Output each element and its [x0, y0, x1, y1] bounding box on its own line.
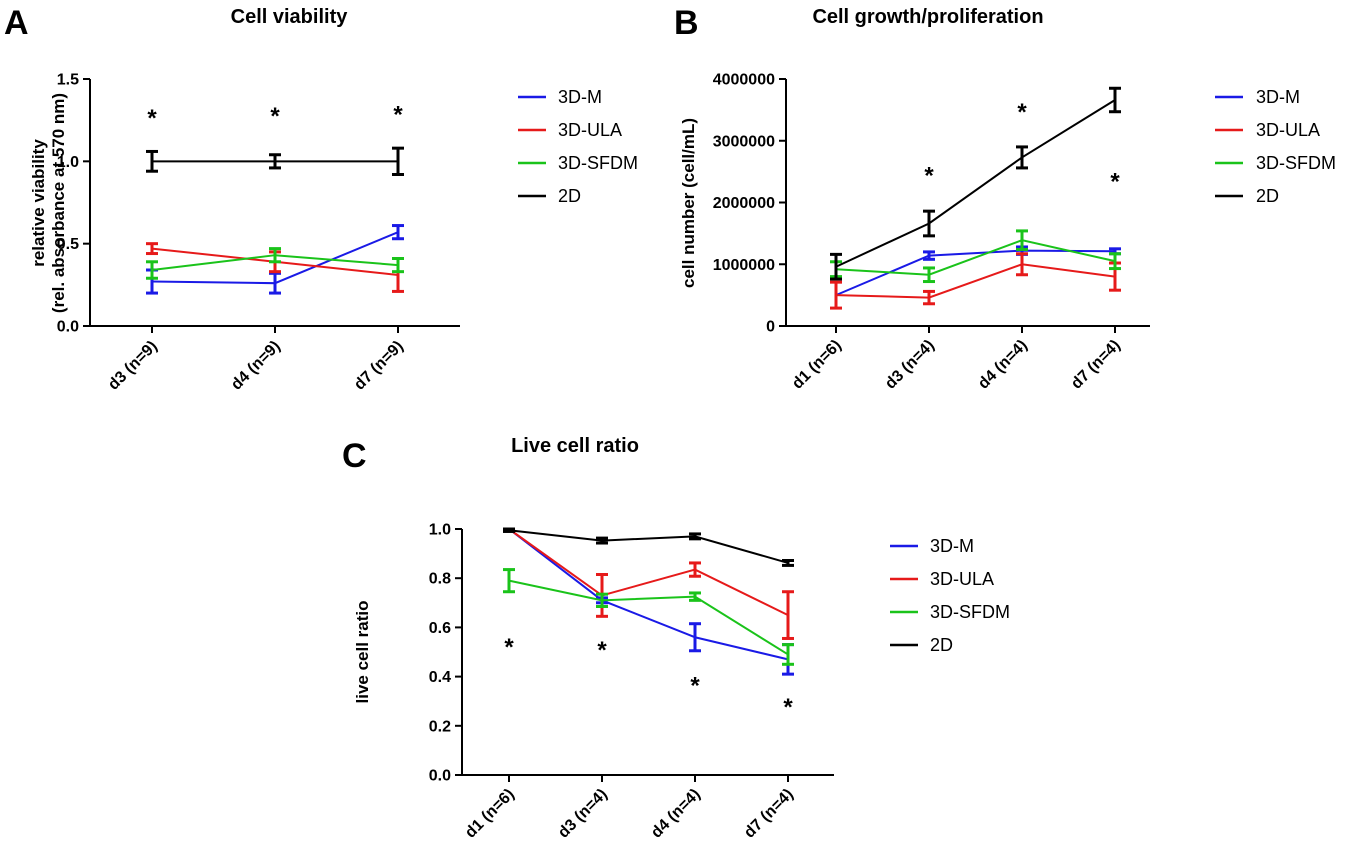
- y-axis-label-line: relative viability: [29, 139, 48, 267]
- legend-label: 2D: [1256, 186, 1279, 206]
- y-tick-label: 0.0: [57, 319, 79, 336]
- y-tick-label: 0.8: [429, 571, 451, 588]
- chart-panel-b: B Cell growth/proliferation cell number (c…: [674, 4, 1336, 393]
- series-line: [835, 99, 1116, 268]
- significance-asterisk: *: [597, 637, 607, 664]
- y-tick-label: 1.5: [57, 72, 79, 89]
- x-tick-label: d1 (n=6): [789, 337, 845, 393]
- panel-letter: B: [674, 4, 699, 42]
- series-line: [508, 528, 789, 661]
- legend-label: 3D-SFDM: [558, 153, 638, 173]
- chart-title: Cell viability: [231, 6, 349, 28]
- y-tick-label: 1.0: [57, 154, 79, 171]
- legend-label: 3D-SFDM: [1256, 153, 1336, 173]
- chart-panel-c: C Live cell ratio live cell ratio 0.0 0.2 0.4…: [342, 435, 1010, 842]
- series-3d-sfdm: [503, 568, 794, 666]
- significance-asterisk: *: [393, 102, 403, 129]
- significance-asterisk: *: [783, 694, 793, 721]
- legend: 3D-M 3D-ULA 3D-SFDM 2D: [890, 536, 1010, 655]
- series-3d-sfdm: [830, 229, 1121, 284]
- legend: 3D-M 3D-ULA 3D-SFDM 2D: [1215, 87, 1336, 206]
- legend-label: 3D-ULA: [930, 569, 994, 589]
- y-tick-label: 0.2: [429, 718, 451, 735]
- y-tick-label: 0.4: [429, 669, 451, 686]
- legend-label: 2D: [558, 186, 581, 206]
- x-tick-label: d7 (n=4): [1068, 337, 1124, 393]
- legend-label: 3D-M: [558, 87, 602, 107]
- significance-asterisk: *: [690, 672, 700, 699]
- y-tick-label: 3000000: [713, 133, 775, 150]
- series-3d-ula: [830, 252, 1121, 310]
- y-tick-label: 0.0: [429, 768, 451, 785]
- y-tick-label: 0: [766, 319, 775, 336]
- chart-title: Cell growth/proliferation: [812, 6, 1043, 28]
- series-line: [151, 231, 399, 285]
- series-line: [835, 239, 1116, 276]
- series-line: [508, 528, 789, 616]
- y-axis-label: live cell ratio: [353, 601, 372, 704]
- legend-label: 3D-M: [930, 536, 974, 556]
- x-tick-label: d7 (n=9): [351, 338, 407, 394]
- x-tick-label: d3 (n=4): [555, 786, 611, 842]
- series-3d-m: [508, 528, 794, 676]
- y-tick-label: 0.5: [57, 236, 79, 253]
- significance-asterisk: *: [147, 105, 157, 132]
- legend-label: 3D-ULA: [1256, 120, 1320, 140]
- chart-panel-a: A Cell viability relative viability(rel. a…: [4, 4, 638, 394]
- x-tick-label: d4 (n=9): [228, 338, 284, 394]
- x-tick-label: d1 (n=6): [462, 786, 518, 842]
- legend: 3D-M 3D-ULA 3D-SFDM 2D: [518, 87, 638, 206]
- y-axis-label-line: (rel. absorbance at 570 nm): [49, 93, 68, 313]
- chart-title: Live cell ratio: [511, 435, 639, 457]
- x-tick-label: d3 (n=4): [882, 337, 938, 393]
- significance-asterisk: *: [924, 163, 934, 190]
- series-3d-ula: [508, 528, 794, 640]
- legend-label: 3D-M: [1256, 87, 1300, 107]
- series-3d-m: [146, 224, 404, 295]
- series-line: [151, 254, 399, 272]
- series-2d: [503, 527, 794, 567]
- series-2d: [830, 86, 1121, 281]
- y-axis-label-line: live cell ratio: [353, 601, 372, 704]
- y-axis-label-line: cell number (cell/mL): [679, 118, 698, 288]
- series-3d-sfdm: [146, 247, 404, 280]
- series-line: [508, 529, 789, 564]
- x-tick-label: d3 (n=9): [105, 338, 161, 394]
- series-2d: [146, 146, 404, 177]
- y-tick-label: 2000000: [713, 195, 775, 212]
- x-tick-label: d4 (n=4): [648, 786, 704, 842]
- panel-letter: C: [342, 437, 367, 475]
- panel-letter: A: [4, 4, 29, 42]
- significance-asterisk: *: [1017, 99, 1027, 126]
- significance-asterisk: *: [1110, 168, 1120, 195]
- y-tick-label: 1.0: [429, 522, 451, 539]
- y-axis-label: cell number (cell/mL): [679, 118, 698, 288]
- x-tick-label: d4 (n=4): [975, 337, 1031, 393]
- legend-label: 3D-SFDM: [930, 602, 1010, 622]
- significance-asterisk: *: [504, 634, 514, 661]
- legend-label: 2D: [930, 635, 953, 655]
- series-line: [508, 579, 789, 656]
- x-tick-label: d7 (n=4): [741, 786, 797, 842]
- y-tick-label: 1000000: [713, 257, 775, 274]
- significance-asterisk: *: [270, 103, 280, 130]
- y-tick-label: 0.6: [429, 620, 451, 637]
- series-line: [835, 263, 1116, 299]
- y-axis-label: relative viability(rel. absorbance at 57…: [29, 93, 68, 313]
- y-tick-label: 4000000: [713, 72, 775, 89]
- legend-label: 3D-ULA: [558, 120, 622, 140]
